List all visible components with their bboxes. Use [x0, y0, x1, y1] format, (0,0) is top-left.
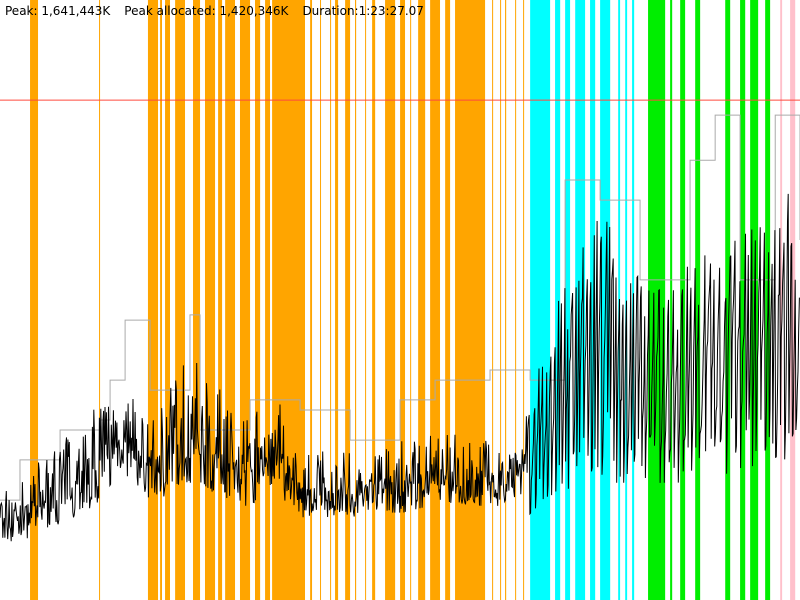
- gc-band-orange: [385, 0, 396, 600]
- gc-band-green: [670, 0, 673, 600]
- peak-label: Peak: 1,641,443K: [5, 4, 111, 18]
- gc-band-orange: [255, 0, 261, 600]
- gc-band-orange: [372, 0, 376, 600]
- gc-band-green: [695, 0, 701, 600]
- gc-band-pink: [790, 0, 796, 600]
- gc-band-orange: [272, 0, 306, 600]
- gc-band-orange: [335, 0, 339, 600]
- gc-band-orange: [165, 0, 171, 600]
- gc-band-orange: [455, 0, 486, 600]
- gc-band-orange: [410, 0, 412, 600]
- gc-band-orange: [345, 0, 351, 600]
- gc-band-green: [648, 0, 666, 600]
- gc-band-orange: [175, 0, 186, 600]
- gc-band-cyan: [590, 0, 596, 600]
- gc-band-green: [740, 0, 746, 600]
- gc-band-green: [725, 0, 731, 600]
- gc-band-cyan: [565, 0, 571, 600]
- gc-band-orange: [355, 0, 357, 600]
- gc-band-orange: [515, 0, 517, 600]
- gc-band-orange: [418, 0, 426, 600]
- gc-band-orange: [365, 0, 367, 600]
- gc-band-orange: [330, 0, 332, 600]
- gc-band-orange: [193, 0, 201, 600]
- gc-band-orange: [99, 0, 101, 600]
- gc-band-orange: [265, 0, 271, 600]
- gc-band-orange: [147, 0, 159, 600]
- peak-allocated-label: Peak allocated: 1,420,346K: [124, 4, 289, 18]
- gc-band-orange: [225, 0, 236, 600]
- duration-label: Duration:1:23:27.07: [302, 4, 424, 18]
- gc-band-orange: [400, 0, 406, 600]
- gc-band-orange: [30, 0, 39, 600]
- gc-band-orange: [500, 0, 502, 600]
- series-heap-size-line: [0, 114, 800, 501]
- series-used-memory-line: [0, 193, 800, 542]
- gc-band-orange: [505, 0, 507, 600]
- gc-band-orange: [430, 0, 441, 600]
- summary-header: Peak: 1,641,443K Peak allocated: 1,420,34…: [5, 4, 424, 18]
- gc-band-orange: [310, 0, 313, 600]
- gc-band-orange: [239, 0, 251, 600]
- gc-band-cyan: [555, 0, 561, 600]
- gc-band-cyan: [625, 0, 628, 600]
- gc-band-orange: [204, 0, 216, 600]
- gc-bands: [30, 0, 796, 600]
- gc-band-cyan: [575, 0, 586, 600]
- gc-band-orange: [445, 0, 451, 600]
- gc-band-orange: [160, 0, 163, 600]
- gc-band-orange: [320, 0, 322, 600]
- gc-band-pink: [780, 0, 783, 600]
- gc-band-orange: [492, 0, 494, 600]
- gc-band-orange: [523, 0, 525, 600]
- gc-band-orange: [218, 0, 223, 600]
- gc-band-cyan: [530, 0, 551, 600]
